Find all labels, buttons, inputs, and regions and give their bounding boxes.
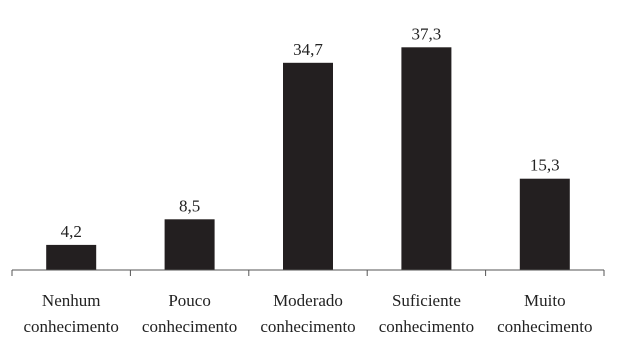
bar-4 — [519, 178, 570, 270]
bar-2 — [283, 62, 333, 270]
category-label-line: Moderado — [273, 291, 343, 310]
value-label-2: 34,7 — [293, 40, 323, 59]
category-label-line: Nenhum — [42, 291, 101, 310]
x-axis — [11, 269, 605, 276]
category-label-line: conhecimento — [142, 317, 237, 336]
category-label-1: Pouco conhecimento — [142, 291, 237, 336]
category-label-line: conhecimento — [24, 317, 119, 336]
category-label-line: Muito — [524, 291, 566, 310]
category-label-line: conhecimento — [497, 317, 592, 336]
category-label-line: Suficiente — [392, 291, 461, 310]
category-label-line: conhecimento — [379, 317, 474, 336]
category-label-2: Moderado conhecimento — [260, 291, 355, 336]
value-label-4: 15,3 — [530, 156, 560, 175]
category-label-0: Nenhum conhecimento — [24, 291, 119, 336]
bars-group — [46, 47, 570, 270]
bar-3 — [401, 47, 452, 270]
category-label-line: Pouco — [168, 291, 211, 310]
category-label-line: conhecimento — [260, 317, 355, 336]
value-label-3: 37,3 — [412, 24, 442, 43]
value-label-0: 4,2 — [61, 222, 82, 241]
value-label-1: 8,5 — [179, 196, 200, 215]
category-label-3: Suficiente conhecimento — [379, 291, 474, 336]
bar-0 — [46, 244, 97, 270]
category-label-4: Muito conhecimento — [497, 291, 592, 336]
bar-1 — [164, 219, 215, 270]
value-labels-group: 4,2 8,5 34,7 37,3 15,3 — [61, 24, 560, 241]
